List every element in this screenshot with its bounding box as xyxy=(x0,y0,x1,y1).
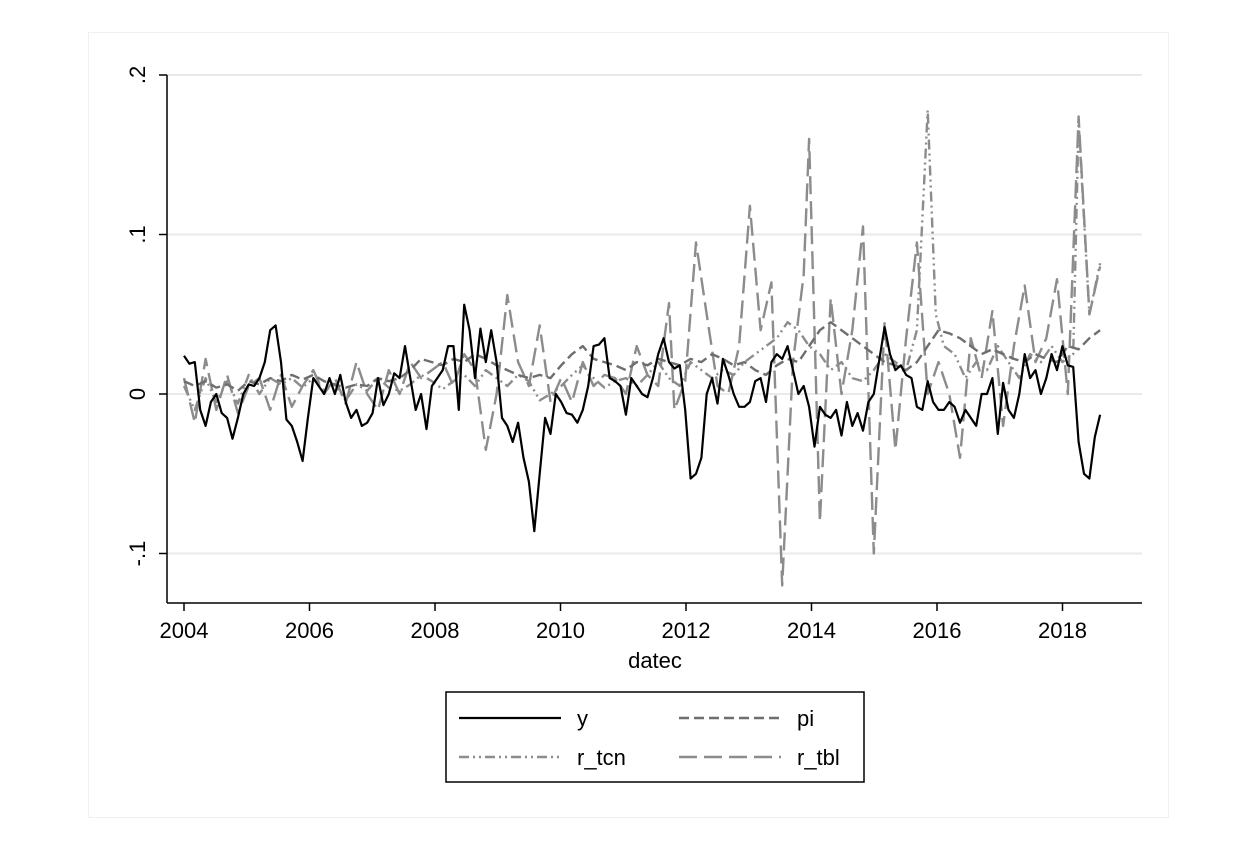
legend-label-pi: pi xyxy=(797,706,814,731)
legend-box xyxy=(445,691,865,783)
legend-label-r-tcn: r_tcn xyxy=(577,745,626,770)
legend: y pi r_tcn r_tbl xyxy=(445,691,865,783)
x-tick-label: 2004 xyxy=(160,618,209,643)
x-tick-label: 2008 xyxy=(411,618,460,643)
x-tick-label: 2010 xyxy=(536,618,585,643)
x-tick-label: 2016 xyxy=(913,618,962,643)
x-tick-label: 2012 xyxy=(662,618,711,643)
axes: -.1 0 .1 .2 2004 2006 2008 2010 2012 2014 2016 2018 xyxy=(125,66,1142,643)
legend-label-y: y xyxy=(577,706,588,731)
grid-lines xyxy=(167,74,1142,555)
x-tick-label: 2014 xyxy=(787,618,836,643)
legend-label-r-tbl: r_tbl xyxy=(797,745,840,770)
series-line-r-tcn xyxy=(182,108,1102,412)
x-tick-label: 2018 xyxy=(1038,618,1087,643)
chart-frame xyxy=(88,32,1169,818)
y-tick-label: .1 xyxy=(125,225,150,243)
x-tick-label: 2006 xyxy=(285,618,334,643)
series-line-r-tbl xyxy=(182,115,1102,587)
y-tick-label: -.1 xyxy=(125,541,150,567)
y-tick-label: 0 xyxy=(125,388,150,400)
series-lines xyxy=(182,108,1102,587)
y-tick-label: .2 xyxy=(125,66,150,84)
series-line-y xyxy=(183,303,1102,533)
x-axis-title: datec xyxy=(628,648,682,673)
